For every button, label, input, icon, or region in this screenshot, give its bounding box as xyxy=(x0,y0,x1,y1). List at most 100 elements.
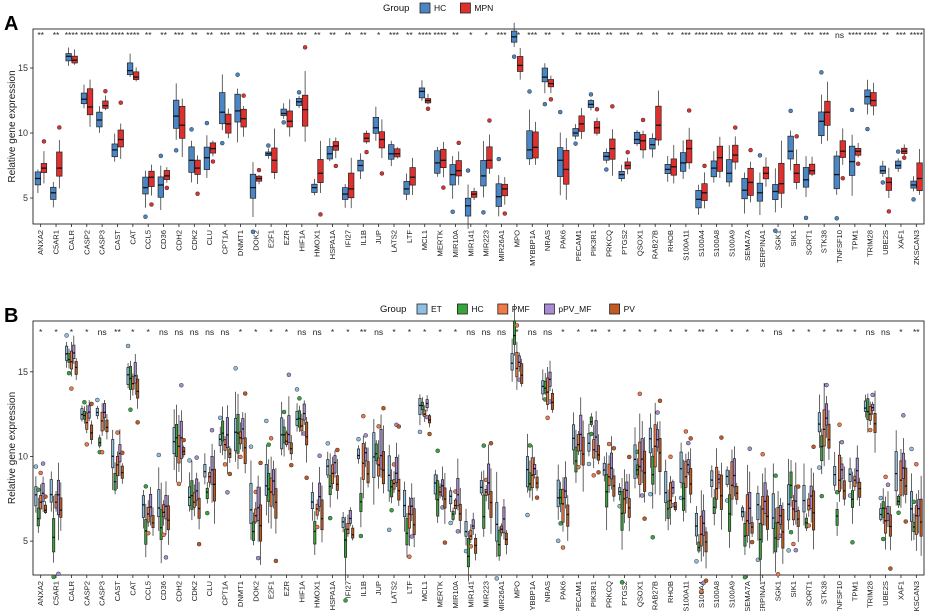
box xyxy=(566,504,570,527)
x-tick-label: MIR10A xyxy=(451,580,460,608)
x-tick-label: SERPINA1 xyxy=(758,230,767,268)
significance-label: ** xyxy=(314,30,321,40)
outlier-point xyxy=(588,92,594,97)
x-tick-label: C5AR1 xyxy=(52,581,61,605)
box xyxy=(778,162,785,194)
box xyxy=(43,504,47,513)
box xyxy=(572,424,576,451)
outlier-point xyxy=(281,409,287,415)
significance-label: *** xyxy=(235,30,246,40)
outlier-point xyxy=(227,471,233,477)
x-tick-label: S100A11 xyxy=(681,581,690,611)
box xyxy=(480,160,487,187)
box xyxy=(894,451,898,492)
outlier-point xyxy=(264,418,269,424)
x-tick-label: SIK1 xyxy=(789,230,798,246)
x-tick-label: XAF1 xyxy=(896,230,905,249)
outlier-point xyxy=(327,515,333,521)
x-tick-label: PTGS2 xyxy=(620,581,629,606)
x-tick-label: PIK3R1 xyxy=(589,581,598,607)
x-tick-label: CASP2 xyxy=(82,230,91,255)
outlier-point xyxy=(363,433,368,438)
box xyxy=(179,105,186,139)
outlier-point xyxy=(837,422,842,427)
outlier-point xyxy=(650,535,656,540)
y-tick-label: 10 xyxy=(18,451,28,461)
box xyxy=(311,183,318,193)
x-tick-label: HIF1A xyxy=(297,580,306,602)
outlier-point xyxy=(840,176,846,181)
significance-label: ns xyxy=(497,327,506,337)
box xyxy=(284,432,288,445)
outlier-point xyxy=(242,391,248,396)
outlier-point xyxy=(335,447,340,453)
outlier-point xyxy=(545,415,550,421)
box xyxy=(387,455,391,492)
box xyxy=(597,445,601,461)
significance-label: * xyxy=(792,327,796,337)
outlier-point xyxy=(118,100,124,105)
box xyxy=(525,456,529,488)
outlier-point xyxy=(703,578,709,583)
x-tick-label: LTF xyxy=(405,581,414,594)
outlier-point xyxy=(204,120,210,126)
box xyxy=(331,464,335,485)
outlier-point xyxy=(502,211,508,216)
box xyxy=(377,457,381,477)
outlier-point xyxy=(824,382,829,388)
box xyxy=(341,517,345,528)
box xyxy=(148,170,155,187)
box xyxy=(716,145,723,172)
box xyxy=(317,159,324,183)
box xyxy=(732,458,736,488)
box xyxy=(142,176,149,195)
significance-label: * xyxy=(285,327,289,337)
legend-swatch xyxy=(456,303,468,315)
outlier-point xyxy=(793,547,799,553)
x-tick-label: MIR223 xyxy=(482,230,491,257)
x-tick-label: E2F1 xyxy=(267,230,276,248)
box xyxy=(194,159,201,175)
box xyxy=(412,508,416,536)
outlier-point xyxy=(314,524,320,530)
outlier-point xyxy=(318,212,323,217)
box xyxy=(423,409,427,417)
outlier-point xyxy=(149,202,154,207)
outlier-point xyxy=(304,475,309,481)
box xyxy=(305,421,309,446)
outlier-point xyxy=(209,427,215,433)
significance-label: **** xyxy=(95,30,109,40)
box xyxy=(69,350,73,370)
box xyxy=(487,463,491,495)
significance-label: **** xyxy=(710,30,724,40)
x-tick-label: RHOB xyxy=(666,581,675,603)
significance-label: * xyxy=(54,327,58,337)
outlier-point xyxy=(255,555,261,561)
outlier-point xyxy=(238,454,243,460)
outlier-point xyxy=(591,473,596,478)
significance-label: ns xyxy=(774,327,783,337)
box xyxy=(264,464,268,496)
box xyxy=(335,475,339,491)
outlier-point xyxy=(143,484,149,489)
x-tick-label: PIK3R1 xyxy=(589,230,598,256)
box xyxy=(758,522,762,560)
box xyxy=(712,497,716,514)
box xyxy=(438,486,442,496)
box xyxy=(885,177,892,191)
significance-label: ** xyxy=(360,30,367,40)
x-tick-label: PRKCQ xyxy=(605,581,614,608)
x-tick-label: ZKSCAN3 xyxy=(912,581,921,611)
box xyxy=(673,502,677,511)
outlier-point xyxy=(409,534,415,539)
outlier-point xyxy=(281,120,286,125)
significance-label: ** xyxy=(452,30,459,40)
box xyxy=(409,167,416,186)
significance-label: **** xyxy=(280,30,294,40)
box xyxy=(589,416,593,425)
box xyxy=(85,412,89,430)
outlier-point xyxy=(885,482,891,488)
box xyxy=(313,521,317,545)
box xyxy=(359,493,363,512)
box xyxy=(858,481,862,498)
